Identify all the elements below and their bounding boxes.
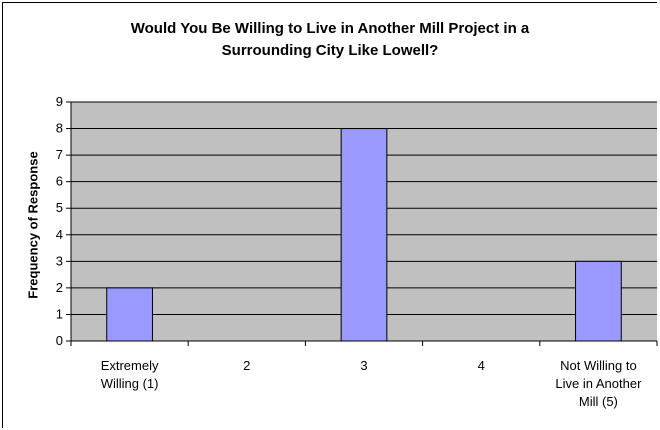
chart-title: Would You Be Willing to Live in Another … <box>0 18 660 62</box>
bar-3 <box>340 128 388 342</box>
plot-area: 0 1 2 3 4 5 6 7 8 9 Extremely Willing (1) 2 3 4 Not Wil… <box>56 94 658 409</box>
y-tick-label-0: 0 <box>56 333 63 348</box>
y-tick-label-8: 8 <box>56 121 63 136</box>
x-tick-label-5-line-3: Mill (5) <box>579 394 618 409</box>
x-tick-label-5-line-2: Live in Another <box>555 376 642 391</box>
bar-1 <box>106 287 153 342</box>
y-tick-label-2: 2 <box>56 280 63 295</box>
y-tick-label-4: 4 <box>56 227 63 242</box>
y-tick-label-3: 3 <box>56 253 63 268</box>
x-tick-label-2-line-1: 2 <box>243 358 250 373</box>
y-tick-label-7: 7 <box>56 147 63 162</box>
x-tick-label-1-line-2: Willing (1) <box>101 376 159 391</box>
bar-5 <box>575 260 622 342</box>
y-tick-label-6: 6 <box>56 174 63 189</box>
x-tick-label-3-line-1: 3 <box>360 358 367 373</box>
x-tick-label-5-line-1: Not Willing to <box>560 358 637 373</box>
x-tick-label-4-line-1: 4 <box>478 358 485 373</box>
chart-title-line-2: Surrounding City Like Lowell? <box>221 42 439 59</box>
y-tick-label-5: 5 <box>56 200 63 215</box>
y-tick-label-9: 9 <box>56 94 63 109</box>
x-tick-label-1-line-1: Extremely <box>101 358 159 373</box>
chart-title-line-1: Would You Be Willing to Live in Another … <box>130 20 530 37</box>
y-tick-label-1: 1 <box>56 306 63 321</box>
